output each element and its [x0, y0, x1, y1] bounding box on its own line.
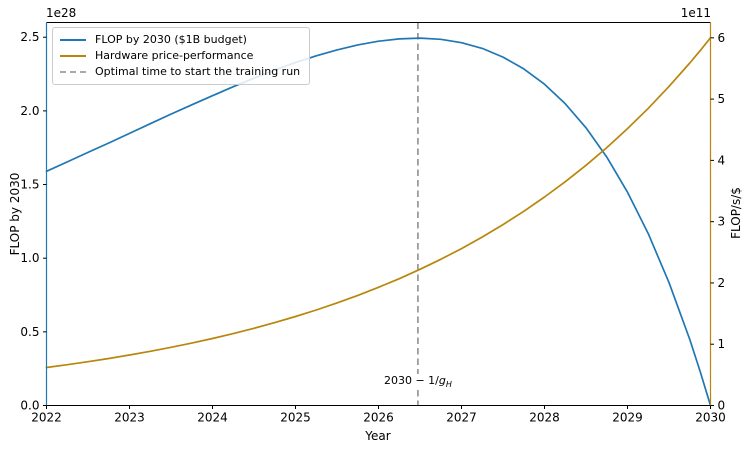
- x-tick-label: 2029: [612, 411, 643, 425]
- x-tick-label: 2026: [363, 411, 394, 425]
- y-right-tick-label: 5: [718, 92, 726, 106]
- x-tick-label: 2022: [31, 411, 62, 425]
- x-axis-label: Year: [365, 429, 391, 443]
- x-tick-label: 2027: [446, 411, 477, 425]
- y-right-tick-label: 3: [718, 215, 726, 229]
- legend-label: FLOP by 2030 ($1B budget): [95, 33, 247, 46]
- y-right-tick-label: 4: [718, 153, 726, 167]
- legend-line-swatch-1: [60, 55, 86, 57]
- x-tick-label: 2030: [695, 411, 726, 425]
- y-left-tick-label: 1.0: [20, 251, 39, 265]
- legend-dashed-swatch: [60, 71, 86, 73]
- series-line-0: [45, 37, 712, 407]
- legend-item-flop-by-2030: FLOP by 2030 ($1B budget): [60, 32, 300, 48]
- y-left-tick-label: 2.0: [20, 104, 39, 118]
- legend-label: Optimal time to start the training run: [95, 65, 301, 78]
- annotation-subscript: H: [445, 380, 452, 390]
- optimal-time-annotation: 2030 − 1/gH: [381, 374, 454, 390]
- y-left-tick-label: 2.5: [20, 30, 39, 44]
- legend-label: Hardware price-performance: [95, 49, 254, 62]
- annotation-prefix: 2030 − 1/: [383, 374, 439, 387]
- x-tick-label: 2025: [280, 411, 311, 425]
- y-right-tick-label: 6: [718, 31, 726, 45]
- y-left-tick-label: 1.5: [20, 178, 39, 192]
- legend-line-swatch-0: [60, 39, 86, 41]
- y-right-tick-label: 1: [718, 337, 726, 351]
- legend-item-hardware-price-performance: Hardware price-performance: [60, 48, 300, 64]
- right-y-axis-label: FLOP/s/$: [729, 187, 743, 239]
- x-tick-label: 2023: [114, 411, 145, 425]
- annotation-variable: g: [438, 374, 446, 387]
- x-tick-label: 2028: [529, 411, 560, 425]
- left-axis-offset-text: 1e28: [46, 6, 77, 20]
- left-y-axis-label: FLOP by 2030: [8, 172, 22, 256]
- legend: FLOP by 2030 ($1B budget) Hardware price…: [52, 27, 311, 85]
- y-left-tick-label: 0.5: [20, 325, 39, 339]
- right-axis-offset-text: 1e11: [680, 6, 711, 20]
- series-line-1: [45, 36, 712, 369]
- y-right-tick-label: 2: [718, 276, 726, 290]
- x-tick-label: 2024: [197, 411, 228, 425]
- y-left-tick-label: 0.0: [20, 399, 39, 413]
- y-right-tick-label: 0: [718, 399, 726, 413]
- legend-item-optimal-time: Optimal time to start the training run: [60, 64, 300, 80]
